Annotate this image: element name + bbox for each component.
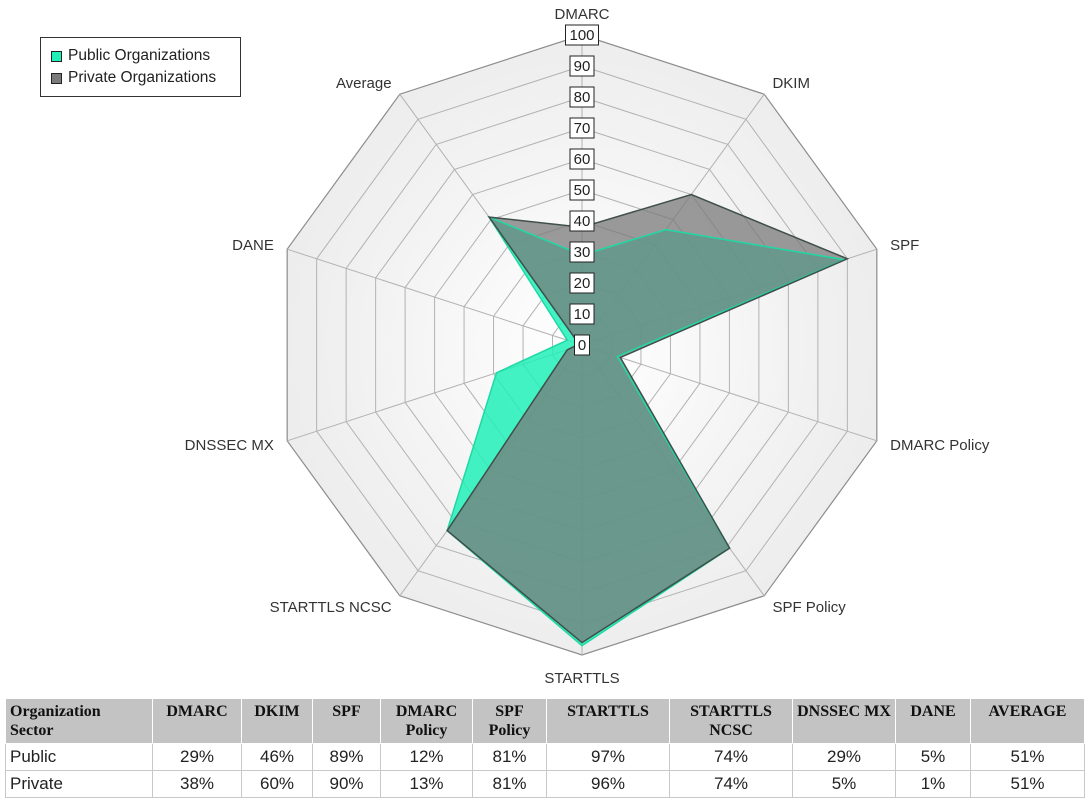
table-row: Public 29% 46% 89% 12% 81% 97% 74% 29% 5… (5, 743, 1085, 771)
tick-box (569, 210, 595, 232)
table-cell: 74% (669, 743, 793, 771)
row-sector: Private (5, 770, 153, 798)
axis-label: STARTTLS NCSC (270, 599, 392, 616)
legend-public-label: Public Organizations (68, 47, 211, 64)
table-cell: 5% (792, 770, 896, 798)
header-cell: DKIM (241, 698, 313, 744)
chart-legend: Public Organizations Private Organizatio… (40, 37, 241, 97)
table-cell: 81% (472, 770, 547, 798)
legend-item-private: Private Organizations (51, 67, 230, 89)
axis-labels: DMARC DKIM SPF DMARC Policy SPF Policy STARTT… (185, 6, 990, 687)
series-public-outline (446, 215, 848, 647)
axis-label: SPF Policy (772, 599, 846, 616)
tick-label: 20 (574, 275, 591, 292)
header-cell: DMARC (152, 698, 242, 744)
tick-label: 80 (574, 89, 591, 106)
table-cell: 51% (970, 743, 1085, 771)
header-cell: Organization Sector (5, 698, 153, 744)
table-cell: 97% (546, 743, 670, 771)
row-sector: Public (5, 743, 153, 771)
tick-label: 100 (569, 27, 594, 44)
legend-private-label: Private Organizations (68, 69, 217, 86)
tick-box (569, 179, 595, 201)
tick-label: 70 (574, 120, 591, 137)
table-cell: 90% (312, 770, 381, 798)
tick-box (569, 86, 595, 108)
header-cell: STARTTLS (546, 698, 670, 744)
table-cell: 46% (241, 743, 313, 771)
table-cell: 74% (669, 770, 793, 798)
axis-label: DNSSEC MX (185, 437, 274, 454)
table-cell: 1% (895, 770, 971, 798)
header-cell: AVERAGE (970, 698, 1085, 744)
axis-label: DKIM (772, 75, 810, 92)
series-private-area (447, 194, 848, 643)
table-cell: 51% (970, 770, 1085, 798)
table-header-row: Organization Sector DMARC DKIM SPF DMARC… (5, 698, 1085, 744)
header-cell: STARTTLS NCSC (669, 698, 793, 744)
header-cell: SPF (312, 698, 381, 744)
table-row: Private 38% 60% 90% 13% 81% 96% 74% 5% 1… (5, 770, 1085, 798)
table-cell: 13% (380, 770, 473, 798)
tick-box (565, 24, 599, 46)
header-cell: DNSSEC MX (792, 698, 896, 744)
axis-label: Average (336, 75, 392, 92)
header-cell: DANE (895, 698, 971, 744)
tick-box (569, 272, 595, 294)
tick-label: 50 (574, 182, 591, 199)
series-private-outline (446, 193, 850, 644)
table-cell: 5% (895, 743, 971, 771)
tick-label: 60 (574, 151, 591, 168)
table-cell: 29% (152, 743, 242, 771)
axis-label: DMARC (555, 6, 610, 23)
radar-series (446, 193, 850, 647)
table-cell: 29% (792, 743, 896, 771)
table-cell: 96% (546, 770, 670, 798)
radial-ticks: 0 10 20 30 40 50 60 70 80 90 100 (565, 24, 599, 356)
axis-label: SPF (890, 237, 919, 254)
tick-box (574, 334, 590, 356)
axis-label: DANE (232, 237, 274, 254)
table-cell: 89% (312, 743, 381, 771)
tick-box (569, 241, 595, 263)
tick-label: 0 (578, 337, 586, 354)
tick-label: 40 (574, 213, 591, 230)
private-swatch (51, 72, 62, 84)
tick-box (569, 303, 595, 325)
table-cell: 38% (152, 770, 242, 798)
table-cell: 60% (241, 770, 313, 798)
table-cell: 81% (472, 743, 547, 771)
tick-label: 30 (574, 244, 591, 261)
grid-spoke (581, 344, 877, 442)
tick-box (569, 148, 595, 170)
tick-box (569, 55, 595, 77)
tick-label: 90 (574, 58, 591, 75)
results-table: Organization Sector DMARC DKIM SPF DMARC… (5, 698, 1085, 798)
header-cell: DMARC Policy (380, 698, 473, 744)
tick-box (569, 117, 595, 139)
axis-label: DMARC Policy (890, 437, 990, 454)
grid-spoke (287, 248, 583, 346)
table-cell: 12% (380, 743, 473, 771)
legend-item-public: Public Organizations (51, 45, 230, 67)
public-swatch (51, 50, 62, 62)
axis-label: STARTTLS (544, 670, 619, 687)
header-cell: SPF Policy (472, 698, 547, 744)
tick-label: 10 (574, 306, 591, 323)
